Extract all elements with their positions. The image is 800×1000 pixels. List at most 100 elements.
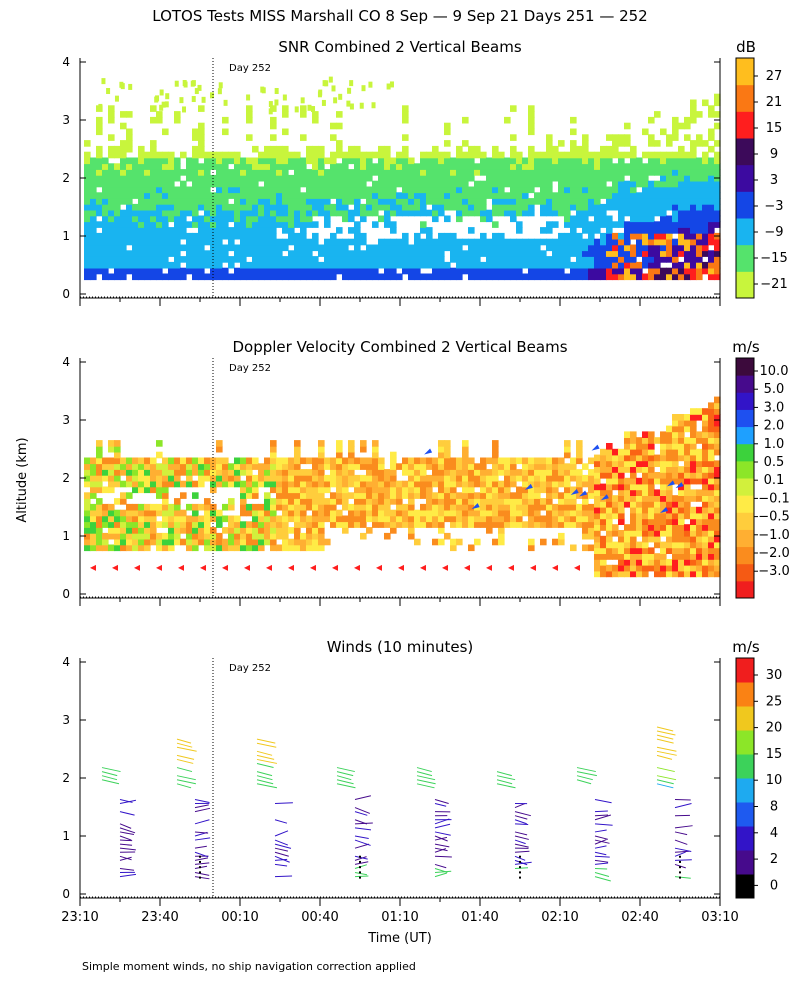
velocity-cell: [684, 524, 691, 531]
snr-cell: [702, 250, 709, 257]
velocity-cell: [618, 495, 625, 502]
snr-cell: [150, 151, 157, 159]
snr-cell: [402, 163, 409, 170]
velocity-cell: [642, 437, 649, 444]
snr-cell: [684, 163, 691, 170]
snr-cell: [510, 163, 517, 170]
velocity-cell: [462, 474, 469, 482]
snr-cell: [612, 169, 619, 176]
velocity-cell: [126, 544, 133, 552]
snr-cell: [216, 151, 223, 159]
snr-cell: [576, 221, 583, 228]
snr-cell: [630, 221, 637, 228]
snr-cell: [282, 273, 289, 281]
velocity-cell: [324, 503, 331, 511]
colorbar-label: −21: [760, 277, 787, 292]
velocity-cell: [240, 457, 247, 465]
velocity-cell: [654, 489, 661, 496]
velocity-cell: [288, 544, 295, 552]
velocity-cell: [690, 466, 697, 473]
velocity-cell: [162, 463, 169, 470]
velocity-cell: [168, 474, 175, 482]
snr-cell: [702, 198, 709, 205]
velocity-cell: [624, 535, 631, 543]
snr-cell: [222, 151, 229, 159]
snr-cell: [342, 244, 349, 252]
velocity-cell: [708, 454, 715, 462]
snr-cell: [390, 209, 397, 217]
velocity-cell: [306, 521, 313, 528]
velocity-cell: [606, 530, 613, 537]
velocity-cell: [144, 544, 151, 552]
velocity-cell: [108, 486, 115, 494]
velocity-cell: [648, 524, 655, 531]
snr-cell: [204, 215, 211, 223]
snr-cell: [504, 169, 511, 176]
snr-cell: [102, 180, 109, 188]
snr-cell: [318, 174, 325, 182]
snr-cell: [240, 169, 247, 176]
velocity-cell: [384, 521, 391, 528]
velocity-cell: [558, 521, 565, 528]
snr-cell: [108, 174, 115, 182]
velocity-cell: [498, 457, 505, 465]
velocity-cell: [120, 527, 127, 534]
snr-cell: [432, 174, 439, 182]
velocity-cell: [228, 538, 235, 546]
snr-cell: [570, 157, 577, 165]
velocity-cell: [666, 506, 673, 514]
velocity-cell: [624, 431, 631, 438]
snr-cell: [252, 238, 259, 246]
snr-cell: [588, 244, 595, 252]
velocity-cell: [342, 521, 349, 528]
velocity-cell: [390, 474, 397, 482]
snr-cell: [438, 192, 445, 199]
velocity-cell: [486, 469, 493, 476]
snr-cell: [156, 209, 163, 217]
snr-cell: [198, 227, 205, 234]
velocity-cell: [432, 515, 439, 523]
snr-cell: [696, 157, 703, 165]
velocity-cell: [84, 521, 91, 528]
snr-cell: [678, 267, 685, 275]
velocity-cell: [546, 474, 553, 482]
wind-barb: [656, 775, 677, 781]
snr-cell: [240, 221, 247, 228]
velocity-cell: [462, 457, 469, 465]
altitude-tick-label: 0: [62, 287, 70, 301]
snr-cell: [648, 151, 655, 159]
velocity-cell: [378, 515, 385, 523]
snr-cell: [648, 227, 655, 234]
snr-cell: [246, 94, 251, 101]
snr-cell: [222, 128, 229, 136]
velocity-cell: [606, 443, 613, 450]
snr-cell: [156, 221, 163, 228]
velocity-cell: [258, 480, 265, 488]
snr-cell: [192, 203, 199, 211]
velocity-cell: [90, 469, 97, 476]
snr-cell: [246, 186, 253, 194]
snr-cell: [132, 238, 139, 246]
wind-barb: [514, 855, 526, 861]
velocity-cell: [468, 463, 475, 470]
snr-cell: [624, 221, 631, 228]
velocity-cell: [492, 492, 499, 499]
velocity-cell: [708, 512, 715, 520]
velocity-cell: [126, 480, 133, 488]
velocity-cell: [288, 515, 295, 523]
snr-cell: [378, 180, 385, 188]
velocity-cell: [132, 463, 139, 470]
snr-cell: [324, 157, 331, 165]
velocity-cell: [162, 498, 169, 505]
snr-cell: [390, 261, 397, 269]
wind-barb: [594, 798, 612, 804]
snr-cell: [354, 238, 361, 246]
snr-cell: [672, 221, 679, 228]
velocity-cell: [180, 521, 187, 528]
velocity-cell: [108, 474, 115, 482]
velocity-cell: [108, 515, 115, 523]
snr-cell: [498, 238, 505, 246]
velocity-cell: [402, 457, 409, 465]
velocity-cell: [438, 503, 445, 511]
snr-cell: [333, 97, 338, 104]
